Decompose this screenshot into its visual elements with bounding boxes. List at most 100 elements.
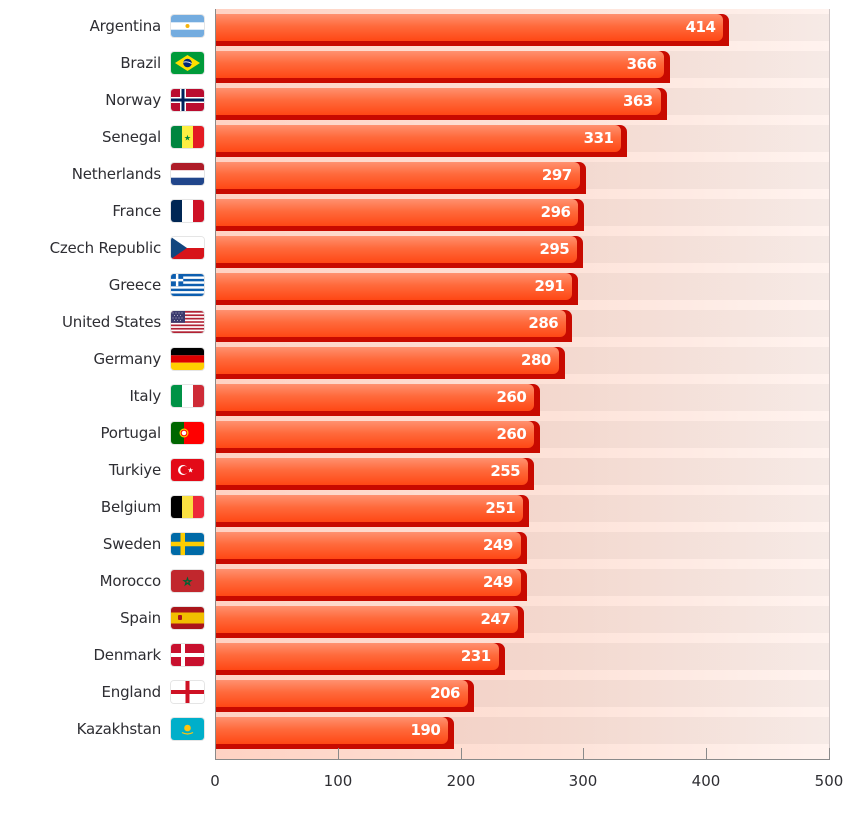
- bar: [215, 310, 567, 337]
- brazil-flag-icon: [171, 52, 204, 74]
- bar-value-label: 255: [490, 462, 521, 480]
- bar: [215, 495, 524, 522]
- bar-value-label: 206: [430, 684, 460, 702]
- category-label: Brazil: [120, 54, 161, 72]
- bar-row: United States 286: [0, 305, 850, 342]
- category-label: Germany: [93, 350, 161, 368]
- category-label: France: [112, 202, 161, 220]
- bar-value-label: 231: [460, 647, 491, 665]
- category-label: Kazakhstan: [76, 720, 162, 738]
- x-tick-label: 0: [210, 772, 220, 790]
- bar-value-label: 260: [496, 425, 527, 443]
- bar-row: Brazil 366: [0, 46, 850, 83]
- bar-row: Turkiye ★ 255: [0, 453, 850, 490]
- spain-flag-icon: [171, 607, 204, 629]
- category-label: Portugal: [100, 424, 161, 442]
- bar-value-label: 247: [480, 610, 511, 628]
- category-label: Belgium: [100, 498, 161, 516]
- turkiye-flag-icon: ★: [171, 459, 204, 481]
- x-tick-label: 500: [814, 772, 844, 790]
- category-label: Greece: [108, 276, 161, 294]
- category-label: Spain: [120, 609, 161, 627]
- x-tick-mark: [338, 748, 339, 760]
- bar-row: Czech Republic 295: [0, 231, 850, 268]
- x-tick-mark: [706, 748, 707, 760]
- category-label: Denmark: [93, 646, 161, 664]
- denmark-flag-icon: [171, 644, 204, 666]
- bar-value-label: 295: [539, 240, 570, 258]
- bar-value-label: 260: [496, 388, 527, 406]
- bar-row: Germany 280: [0, 342, 850, 379]
- bar-value-label: 366: [626, 55, 657, 73]
- norway-flag-icon: [171, 89, 204, 111]
- bar: [215, 273, 573, 300]
- bar: [215, 643, 499, 670]
- portugal-flag-icon: [171, 422, 204, 444]
- bar: [215, 532, 521, 559]
- plot-right-border: [829, 9, 830, 759]
- belgium-flag-icon: [171, 496, 204, 518]
- bar: [215, 88, 661, 115]
- bar: [215, 421, 535, 448]
- category-label: Senegal: [102, 128, 161, 146]
- bar-value-label: 414: [685, 18, 716, 36]
- y-axis-line: [215, 9, 216, 759]
- bar-row: Netherlands 297: [0, 157, 850, 194]
- morocco-flag-icon: ☆: [171, 570, 204, 592]
- bar: [215, 162, 580, 189]
- category-label: Turkiye: [108, 461, 161, 479]
- bar-row: France 296: [0, 194, 850, 231]
- category-label: Czech Republic: [49, 239, 162, 257]
- x-tick-label: 400: [691, 772, 721, 790]
- bar: [215, 717, 449, 744]
- x-axis-line: [215, 759, 830, 760]
- italy-flag-icon: [171, 385, 204, 407]
- bar-value-label: 363: [622, 92, 653, 110]
- bar-value-label: 249: [482, 536, 513, 554]
- category-label: England: [101, 683, 162, 701]
- bar: [215, 14, 724, 41]
- bar: [215, 458, 529, 485]
- bar-row: Denmark 231: [0, 638, 850, 675]
- senegal-flag-icon: ★: [171, 126, 204, 148]
- bar-row: Morocco ☆ 249: [0, 564, 850, 601]
- bar-row: Greece 291: [0, 268, 850, 305]
- bar-row: England 206: [0, 675, 850, 712]
- x-tick-label: 100: [323, 772, 353, 790]
- bar-value-label: 251: [485, 499, 516, 517]
- united-states-flag-icon: [171, 311, 204, 333]
- x-tick-label: 300: [568, 772, 598, 790]
- svg-text:★: ★: [184, 134, 191, 143]
- bar-value-label: 286: [528, 314, 559, 332]
- netherlands-flag-icon: [171, 163, 204, 185]
- bar-value-label: 331: [583, 129, 614, 147]
- x-tick-mark: [583, 748, 584, 760]
- bar-row: Italy 260: [0, 379, 850, 416]
- category-label: Italy: [129, 387, 161, 405]
- czech-republic-flag-icon: [171, 237, 204, 259]
- category-label: Morocco: [99, 572, 162, 590]
- bar-row: Argentina 414: [0, 9, 850, 46]
- bar-value-label: 297: [541, 166, 572, 184]
- bar: [215, 680, 468, 707]
- svg-text:☆: ☆: [183, 577, 192, 588]
- france-flag-icon: [171, 200, 204, 222]
- bar: [215, 199, 579, 226]
- bar: [215, 51, 665, 78]
- bar-value-label: 291: [534, 277, 565, 295]
- bar: [215, 606, 519, 633]
- category-label: Argentina: [89, 17, 162, 35]
- bar-row: Portugal 260: [0, 416, 850, 453]
- bar-row: Belgium 251: [0, 490, 850, 527]
- bar: [215, 236, 578, 263]
- category-label: Sweden: [102, 535, 161, 553]
- bar-value-label: 249: [482, 573, 513, 591]
- x-tick-mark: [829, 748, 830, 760]
- england-flag-icon: [171, 681, 204, 703]
- svg-text:★: ★: [187, 467, 193, 475]
- bar: [215, 347, 559, 374]
- bar-row: Kazakhstan 190: [0, 712, 850, 749]
- bar: [215, 569, 521, 596]
- bar-value-label: 280: [521, 351, 551, 369]
